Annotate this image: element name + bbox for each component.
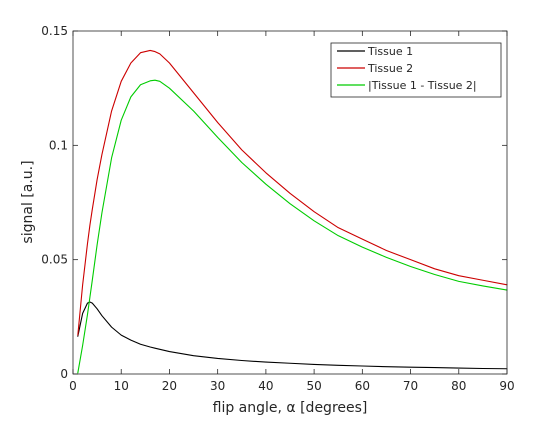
y-axis-title: signal [a.u.]	[20, 160, 36, 243]
series-line-1	[77, 301, 508, 370]
legend-label-tissue-1: Tissue 1	[367, 45, 413, 58]
axes-box	[72, 30, 508, 375]
legend-box	[330, 42, 502, 98]
y-tick-label: 0	[60, 367, 68, 381]
tick-layer: 0 10 20 30 40 50 60 70 80 90 0 0.05 0.1 0.15	[41, 24, 514, 393]
legend-label-tissue-2: Tissue 2	[367, 62, 413, 75]
x-tick-label: 20	[162, 379, 177, 393]
x-tick-label: 0	[69, 379, 77, 393]
x-tick-label: 90	[499, 379, 514, 393]
x-axis-title: flip angle, α [degrees]	[213, 400, 368, 416]
x-tick-label: 10	[114, 379, 129, 393]
series-line-2	[77, 49, 508, 336]
x-tick-label: 40	[258, 379, 273, 393]
x-tick-label: 80	[451, 379, 466, 393]
legend-label-difference: |Tissue 1 - Tissue 2|	[368, 79, 477, 92]
x-tick-label: 30	[210, 379, 225, 393]
series-line-3	[77, 79, 508, 374]
x-tick-label: 50	[306, 379, 321, 393]
y-tick-label: 0.05	[41, 253, 68, 267]
legend: Tissue 1 Tissue 2 |Tissue 1 - Tissue 2|	[330, 42, 502, 98]
x-tick-label: 70	[403, 379, 418, 393]
y-tick-label: 0.1	[49, 138, 68, 152]
x-tick-label: 60	[355, 379, 370, 393]
y-tick-label: 0.15	[41, 24, 68, 38]
series-layer	[77, 49, 508, 374]
